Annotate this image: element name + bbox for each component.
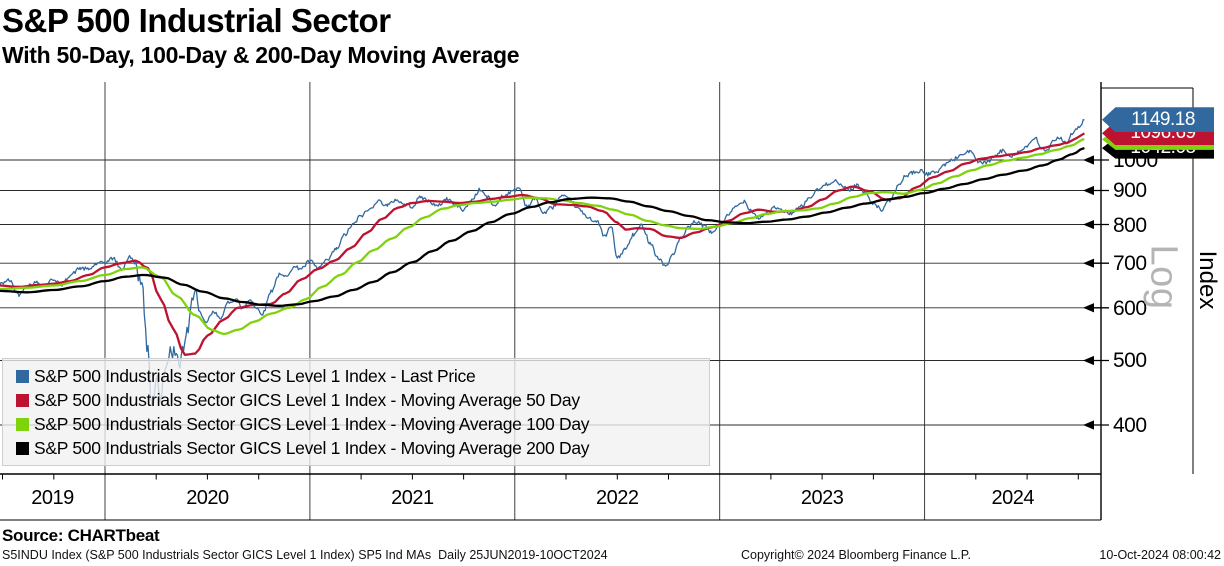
chart-subtitle: With 50-Day, 100-Day & 200-Day Moving Av…: [2, 42, 520, 68]
y-tick-arrow-icon: [1083, 355, 1094, 366]
legend-swatch-icon: [16, 370, 29, 383]
y-tick-label: 400: [1113, 414, 1147, 438]
y-tick-label: 500: [1113, 349, 1147, 373]
legend-swatch-icon: [16, 394, 29, 407]
series-line-2: [0, 138, 1085, 336]
legend-row: S&P 500 Industrials Sector GICS Level 1 …: [3, 364, 709, 388]
x-year-label: 2024: [991, 487, 1035, 509]
legend-row: S&P 500 Industrials Sector GICS Level 1 …: [3, 412, 709, 436]
series-line-0: [0, 119, 1085, 406]
y-tick-label: 700: [1113, 252, 1147, 276]
legend-label: S&P 500 Industrials Sector GICS Level 1 …: [34, 438, 590, 458]
source-label: Source: CHARTbeat: [2, 526, 160, 545]
footer-copyright: Copyright© 2024 Bloomberg Finance L.P.: [741, 548, 971, 562]
x-year-label: 2021: [391, 487, 434, 509]
x-year-label: 2020: [186, 487, 229, 509]
y-tick-label: 900: [1113, 179, 1147, 203]
series-line-3: [0, 147, 1085, 307]
legend-swatch-icon: [16, 442, 29, 455]
x-year-label: 2023: [800, 487, 844, 509]
log-scale-label: Log: [1142, 244, 1185, 310]
footer-ticker-info: S5INDU Index (S&P 500 Industrials Sector…: [2, 548, 608, 562]
y-tick-arrow-icon: [1083, 219, 1094, 230]
y-tick-arrow-icon: [1083, 155, 1094, 165]
y-tick-arrow-icon: [1083, 420, 1094, 430]
legend-row: S&P 500 Industrials Sector GICS Level 1 …: [3, 436, 709, 460]
x-year-label: 2022: [596, 487, 639, 509]
chart-title: S&P 500 Industrial Sector: [2, 2, 391, 39]
legend-label: S&P 500 Industrials Sector GICS Level 1 …: [34, 366, 476, 386]
y-axis-title: Index: [1194, 250, 1221, 310]
legend-swatch-icon: [16, 418, 29, 431]
series-line-1: [0, 132, 1085, 356]
y-tick-label: 600: [1113, 296, 1147, 320]
legend-row: S&P 500 Industrials Sector GICS Level 1 …: [3, 388, 709, 412]
y-tick-label: 800: [1113, 213, 1147, 237]
x-year-label: 2019: [31, 487, 74, 509]
y-tick-arrow-icon: [1083, 185, 1094, 196]
price-tag-last_price: 1149.18: [1102, 107, 1214, 133]
legend-label: S&P 500 Industrials Sector GICS Level 1 …: [34, 414, 590, 434]
footer-timestamp: 10-Oct-2024 08:00:42: [1099, 548, 1221, 562]
y-tick-arrow-icon: [1083, 258, 1094, 268]
legend: S&P 500 Industrials Sector GICS Level 1 …: [2, 358, 710, 466]
y-tick-arrow-icon: [1083, 303, 1094, 313]
legend-label: S&P 500 Industrials Sector GICS Level 1 …: [34, 390, 580, 410]
